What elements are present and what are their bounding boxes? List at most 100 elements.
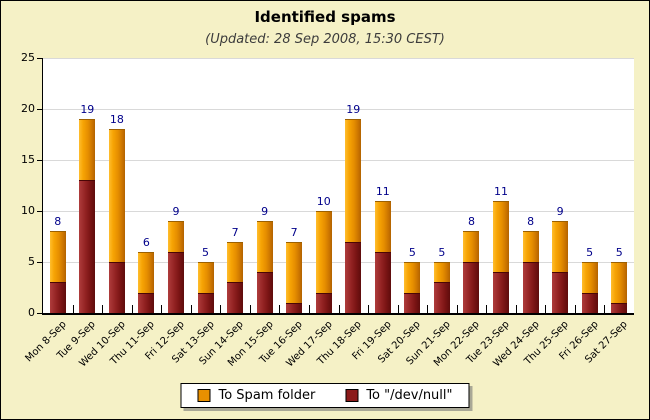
bar-segment-devnull <box>138 292 155 313</box>
plot-area: 0 5 10 15 20 25 8 19 18 6 9 5 7 9 7 10 19 11 5 5 8 11 8 9 5 5 <box>21 52 634 319</box>
chart-title: Identified spams <box>254 8 396 26</box>
bar-segment-devnull <box>108 262 125 313</box>
y-axis-label: 25 <box>21 51 35 64</box>
y-axis-tick <box>37 109 43 110</box>
bar-total-label: 9 <box>172 205 180 219</box>
bar-segment-devnull <box>611 302 628 313</box>
spam-swatch-icon <box>197 389 211 402</box>
x-axis-tick <box>220 305 222 313</box>
bar-total-label: 5 <box>408 246 416 259</box>
gridline <box>43 211 634 212</box>
x-axis-tick <box>131 305 133 313</box>
bar-segment-devnull <box>286 302 303 313</box>
y-axis-tick <box>37 313 43 314</box>
bar-total-label: 5 <box>202 246 210 259</box>
x-axis-tick <box>72 305 74 313</box>
bar-total-label: 5 <box>615 246 623 259</box>
bar-segment-spam <box>79 119 96 181</box>
x-axis-tick <box>397 305 399 313</box>
bar-segment-devnull <box>345 241 362 313</box>
bar-segment-spam <box>522 231 539 262</box>
bar-segment-devnull <box>581 292 598 313</box>
x-axis-tick <box>161 305 163 313</box>
y-axis-label: 20 <box>21 102 35 115</box>
x-axis-tick <box>427 305 429 313</box>
bar-segment-devnull <box>167 251 184 313</box>
y-axis-tick <box>37 58 43 59</box>
bar-total-label: 19 <box>346 103 361 117</box>
x-axis-tick <box>456 305 458 313</box>
bar-total-label: 11 <box>494 184 509 198</box>
x-axis-tick <box>486 305 488 313</box>
bar-total-label: 9 <box>556 205 564 219</box>
bar-total-label: 5 <box>438 246 446 259</box>
y-axis-tick <box>37 160 43 161</box>
bar-segment-devnull <box>79 180 96 313</box>
bar-segment-devnull <box>256 272 273 313</box>
legend-item: To Spam folder <box>197 388 315 403</box>
gridline <box>43 58 634 59</box>
bar-segment-spam <box>256 221 273 273</box>
x-axis-tick <box>279 305 281 313</box>
bar-total-label: 9 <box>261 205 269 219</box>
bar-total-label: 8 <box>54 215 62 229</box>
x-axis-tick <box>338 305 340 313</box>
x-axis-tick <box>308 305 310 313</box>
bar-total-label: 6 <box>142 235 150 249</box>
bar-segment-spam <box>49 231 66 283</box>
bar-total-label: 7 <box>231 225 239 239</box>
x-axis-tick <box>368 305 370 313</box>
devnull-swatch-icon <box>345 389 359 402</box>
bar-segment-spam <box>286 241 303 303</box>
x-axis-labels: Mon 8-Sep Tue 9-Sep Wed 10-Sep Thu 11-Sep Fr… <box>23 315 633 379</box>
bar-segment-spam <box>463 231 480 262</box>
chart-subtitle: (Updated: 28 Sep 2008, 15:30 CEST) <box>205 32 445 47</box>
x-axis-label: Sat 27-Sep <box>583 319 630 366</box>
bar-segment-devnull <box>374 251 391 313</box>
bar-total-label: 8 <box>467 215 475 229</box>
y-axis-label: 15 <box>21 153 35 166</box>
x-axis-tick <box>515 305 517 313</box>
legend-label: To Spam folder <box>218 388 316 403</box>
bar-segment-devnull <box>49 282 66 313</box>
y-axis-label: 10 <box>21 204 35 217</box>
bar-total-label: 18 <box>109 113 124 127</box>
gridline <box>43 160 634 161</box>
bar-segment-spam <box>345 119 362 242</box>
gridline <box>43 262 634 263</box>
bar-segment-spam <box>611 262 628 303</box>
bar-total-label: 19 <box>80 103 95 117</box>
legend: To Spam folder To "/dev/null" <box>180 383 470 408</box>
y-axis-tick <box>37 262 43 263</box>
bar-segment-spam <box>404 262 421 293</box>
y-axis-tick <box>37 211 43 212</box>
bar-segment-devnull <box>552 272 569 313</box>
bar-segment-spam <box>433 262 450 283</box>
x-axis-tick <box>190 305 192 313</box>
bar-total-label: 10 <box>316 195 331 208</box>
bar-segment-spam <box>581 262 598 293</box>
bar-segment-spam <box>138 251 155 293</box>
y-axis-label: 0 <box>28 306 35 319</box>
bar-total-label: 11 <box>375 184 390 198</box>
bar-segment-devnull <box>522 262 539 313</box>
bar-segment-spam <box>227 241 244 283</box>
bar-segment-devnull <box>404 292 421 313</box>
bar-segment-devnull <box>433 282 450 313</box>
bar-segment-devnull <box>197 292 214 313</box>
bar-total-label: 7 <box>290 225 298 239</box>
y-axis-label: 5 <box>28 255 35 268</box>
bar-segment-spam <box>197 262 214 293</box>
x-axis-tick <box>102 305 104 313</box>
gridline <box>43 109 634 110</box>
legend-item: To "/dev/null" <box>345 388 453 403</box>
bar-segment-devnull <box>463 262 480 313</box>
bar-segment-spam <box>552 221 569 273</box>
bar-segment-spam <box>374 200 391 252</box>
bar-segment-spam <box>167 221 184 252</box>
bar-segment-devnull <box>227 282 244 313</box>
bar-segment-spam <box>108 129 125 262</box>
bar-total-label: 5 <box>586 246 594 259</box>
bar-segment-devnull <box>315 292 332 313</box>
